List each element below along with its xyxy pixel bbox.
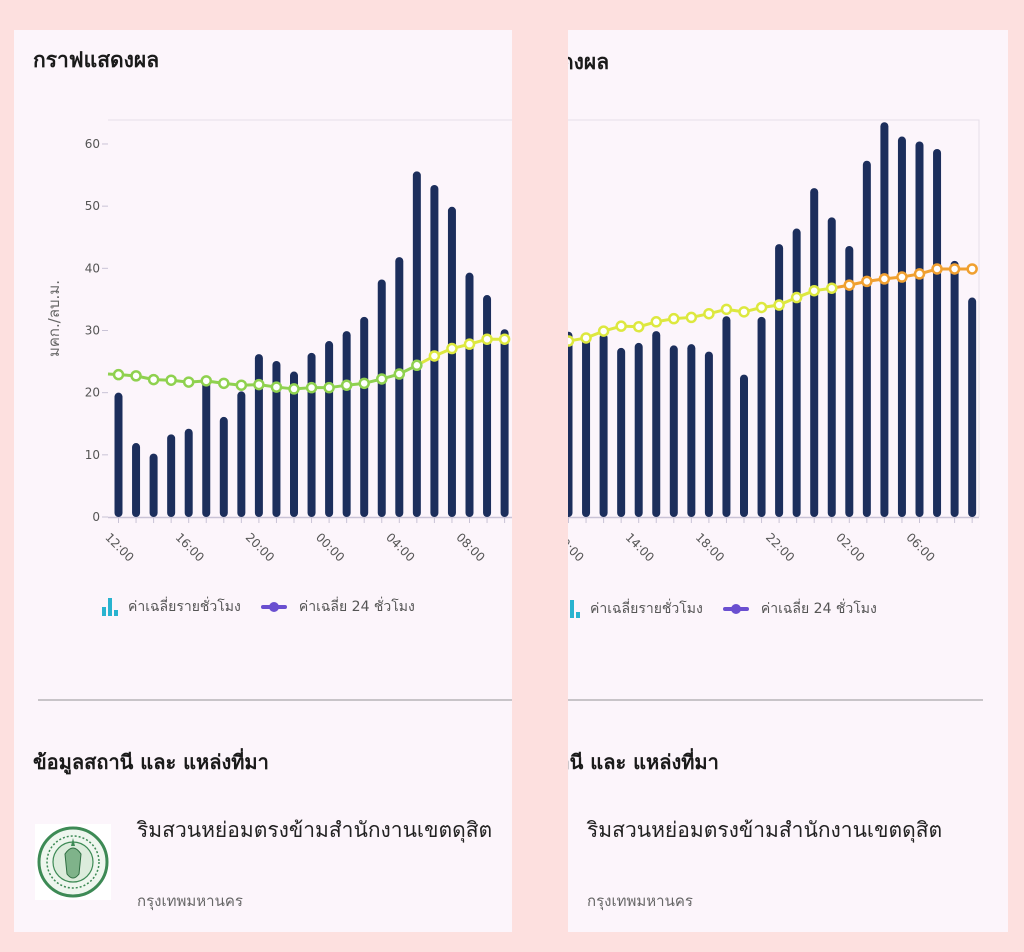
line-point: [376, 373, 388, 385]
line-point: [632, 321, 645, 333]
divider: [568, 699, 983, 701]
x-tick-label: 00:00: [313, 530, 347, 564]
x-tick-label: 18:00: [693, 530, 727, 564]
line-point: [218, 377, 230, 390]
line-point: [393, 368, 406, 380]
line-point: [446, 342, 458, 355]
chart-legend: ค่าเฉลี่ยรายชั่วโมง ค่าเฉลี่ย 24 ชั่วโมง: [102, 596, 415, 618]
line-point: [411, 359, 423, 372]
line-point: [738, 306, 750, 318]
line-point: [896, 271, 908, 283]
x-tick-label: 14:00: [623, 530, 657, 564]
line-point: [463, 338, 476, 350]
line-point: [358, 377, 370, 390]
bar-chart-icon[interactable]: [568, 600, 580, 618]
line-point: [200, 375, 212, 387]
y-tick-label: 40: [85, 261, 100, 275]
line-point: [305, 381, 318, 394]
line-point: [568, 335, 575, 347]
chart-title: กราฟแสดงผล: [568, 50, 610, 74]
screenshot-panel-right: กราฟแสดงผล 10:00 14:00 18:00 22:00 02:00 06:0…: [568, 30, 1008, 932]
line-point: [685, 311, 698, 324]
line-point: [428, 350, 441, 362]
legend-hourly-label[interactable]: ค่าเฉลี่ยรายชั่วโมง: [590, 601, 703, 617]
plot-frame: [108, 119, 512, 121]
legend-24h-label[interactable]: ค่าเฉลี่ย 24 ชั่วโมง: [298, 599, 415, 615]
bangkok-seal-logo: [35, 824, 111, 900]
chart-title: กราฟแสดงผล: [33, 48, 160, 72]
x-tick-label: 04:00: [383, 530, 417, 564]
y-tick-label: 10: [85, 448, 100, 462]
bar-chart-icon[interactable]: [102, 598, 118, 616]
line-point: [481, 333, 493, 345]
line-point: [165, 374, 177, 386]
line-point: [650, 316, 662, 328]
line-point: [580, 332, 592, 344]
line-point: [808, 284, 820, 297]
line-point: [270, 381, 283, 393]
line-point: [948, 263, 961, 275]
line-point: [861, 275, 873, 288]
line-point: [843, 279, 856, 291]
station-section-title: ข้อมูลสถานี และ แหล่งที่มา: [568, 750, 719, 774]
line-point: [498, 333, 511, 345]
line-point: [668, 312, 680, 325]
x-tick-label: 22:00: [763, 530, 797, 564]
station-name: ริมสวนหย่อมตรงข้ามสำนักงานเขตดุสิต: [137, 818, 493, 842]
line-point: [615, 320, 627, 332]
line-point: [112, 368, 125, 381]
line-point: [790, 291, 803, 304]
line-point: [703, 307, 715, 320]
y-tick-label: 50: [85, 199, 100, 213]
line-point: [323, 381, 335, 394]
line-point: [130, 370, 142, 382]
line-point: [826, 282, 838, 294]
station-organization: กรุงเทพมหานคร: [587, 892, 693, 910]
x-tick-label: 06:00: [903, 530, 937, 564]
line-point: [253, 378, 265, 391]
line-point: [913, 268, 926, 280]
plot-frame: [568, 119, 980, 517]
pm25-chart: 10:00 14:00 18:00 22:00 02:00 06:00: [568, 119, 980, 565]
y-axis-label: มคก./ลบ.ม.: [45, 280, 63, 357]
pm25-chart: 0 10 20 30 40 50 60 มคก./ลบ.ม. 12:00 16:00 20:00 00…: [45, 119, 512, 565]
station-section-title: ข้อมูลสถานี และ แหล่งที่มา: [33, 750, 269, 774]
y-tick-label: 20: [85, 386, 100, 400]
x-tick-label: 16:00: [173, 530, 207, 564]
x-tick-label: 12:00: [102, 530, 136, 564]
y-tick-label: 60: [85, 137, 100, 151]
legend-hourly-label[interactable]: ค่าเฉลี่ยรายชั่วโมง: [128, 599, 241, 615]
line-point: [931, 263, 943, 275]
phone-content: กราฟแสดงผล 10:00 14:00 18:00 22:00 02:00 06:0…: [568, 30, 1008, 932]
x-tick-label: 20:00: [243, 530, 277, 564]
line-point: [755, 301, 768, 314]
line-point: [235, 379, 248, 391]
station-name: ริมสวนหย่อมตรงข้ามสำนักงานเขตดุสิต: [587, 818, 943, 842]
station-organization: กรุงเทพมหานคร: [137, 892, 243, 910]
y-tick-label: 30: [85, 323, 100, 337]
line-point: [340, 379, 353, 391]
line-series-icon[interactable]: [260, 601, 287, 613]
legend-24h-label[interactable]: ค่าเฉลี่ย 24 ชั่วโมง: [760, 601, 877, 617]
line-series-icon[interactable]: [722, 603, 749, 615]
line-point: [288, 383, 300, 395]
line-point: [597, 325, 610, 337]
screenshot-panel-left: กราฟแสดงผล 0 10 20 30 40 50 60 มคก./ลบ.ม. 12:00 1…: [14, 30, 512, 932]
line-point: [773, 299, 785, 311]
x-tick-label: 08:00: [453, 530, 487, 564]
line-point: [147, 373, 160, 386]
y-tick-label: 0: [92, 510, 100, 524]
chart-legend: ค่าเฉลี่ยรายชั่วโมง ค่าเฉลี่ย 24 ชั่วโมง: [568, 598, 877, 620]
phone-content: กราฟแสดงผล 0 10 20 30 40 50 60 มคก./ลบ.ม. 12:00 1…: [14, 30, 512, 932]
x-tick-label: 02:00: [833, 530, 867, 564]
divider: [38, 699, 512, 701]
line-point: [720, 303, 733, 316]
line-point: [878, 273, 891, 285]
line-point: [182, 376, 195, 388]
line-point: [966, 263, 978, 275]
x-tick-label: 10:00: [568, 530, 587, 564]
